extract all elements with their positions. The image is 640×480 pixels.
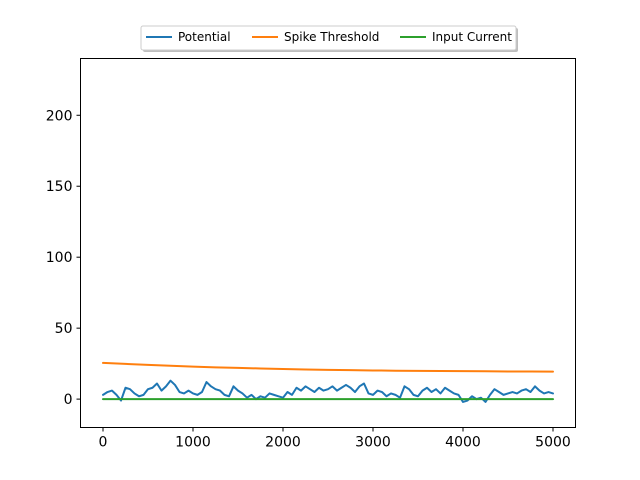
x-tick-label: 2000 — [265, 435, 301, 451]
y-axis-ticks: 0 50 100 150 200 — [46, 108, 81, 408]
x-tick-label: 1000 — [175, 435, 211, 451]
legend-box — [140, 25, 517, 51]
legend-label-potential: Potential — [178, 30, 231, 44]
legend-label-input-current: Input Current — [432, 30, 512, 44]
plot-lines — [102, 361, 554, 403]
x-tick-label: 5000 — [535, 435, 571, 451]
legend-label-spike-threshold: Spike Threshold — [284, 30, 379, 44]
x-tick-label: 4000 — [445, 435, 481, 451]
series-line-spike-threshold — [102, 361, 554, 373]
y-tick-label: 50 — [55, 321, 73, 337]
y-tick-label: 0 — [64, 392, 73, 408]
y-tick-label: 200 — [46, 108, 73, 124]
x-tick-label: 0 — [99, 435, 108, 451]
plot-frame — [80, 58, 576, 428]
x-tick-label: 3000 — [355, 435, 391, 451]
y-tick-label: 150 — [46, 179, 73, 195]
x-axis-ticks: 0 1000 2000 3000 4000 5000 — [99, 427, 571, 451]
legend: Potential Spike Threshold Input Current — [140, 25, 518, 52]
y-tick-label: 100 — [46, 250, 73, 266]
